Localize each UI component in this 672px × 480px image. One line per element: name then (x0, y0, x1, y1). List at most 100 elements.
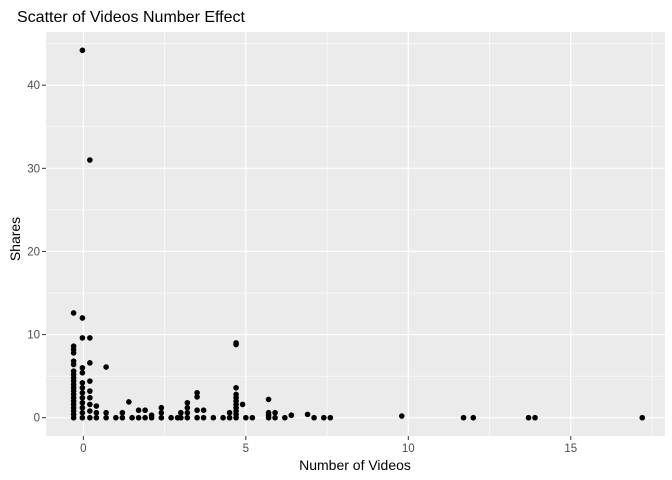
data-point (142, 407, 148, 414)
data-point (265, 396, 272, 403)
data-point (178, 409, 184, 416)
data-point (79, 399, 86, 406)
data-point (233, 414, 239, 421)
data-point (184, 404, 191, 411)
data-point (79, 409, 86, 416)
data-point (226, 414, 233, 421)
data-point (126, 399, 132, 405)
data-point (70, 414, 77, 421)
data-point (79, 414, 86, 421)
x-tick-label: 10 (402, 443, 415, 455)
data-point (184, 399, 191, 406)
data-point (87, 408, 93, 414)
y-tick-label: 20 (27, 246, 40, 258)
data-point (272, 414, 278, 421)
data-point (87, 388, 93, 394)
y-tick-label: 30 (27, 163, 40, 175)
data-point (119, 414, 126, 421)
data-point (194, 407, 200, 414)
data-point (103, 364, 109, 370)
data-point (79, 389, 86, 396)
data-point (87, 378, 93, 384)
data-point (194, 394, 200, 400)
data-point (79, 379, 86, 386)
data-point (93, 414, 100, 421)
x-tick-label: 15 (564, 443, 577, 455)
data-point (311, 414, 317, 421)
data-point (158, 409, 165, 416)
data-point (194, 389, 200, 396)
data-point (184, 409, 191, 416)
data-point (220, 414, 226, 421)
data-point (79, 365, 86, 371)
data-point (168, 414, 174, 421)
data-point (321, 414, 327, 421)
data-point (93, 403, 100, 409)
data-point (70, 350, 77, 356)
axes: 0 5 10 15 0 10 20 30 40 (27, 80, 577, 455)
data-point (239, 401, 246, 408)
data-point (184, 414, 191, 421)
x-tick-label: 5 (243, 443, 249, 455)
data-point (460, 414, 467, 421)
data-point (243, 414, 249, 421)
data-point (194, 414, 200, 421)
chart-title: Scatter of Videos Number Effect (17, 9, 246, 26)
data-point (265, 414, 272, 421)
y-tick-label: 10 (27, 330, 40, 342)
data-point (470, 414, 477, 421)
data-point (288, 412, 295, 419)
data-point (79, 47, 86, 54)
data-point (129, 414, 135, 421)
data-point (79, 384, 86, 391)
data-point (249, 414, 256, 421)
data-point (210, 414, 217, 421)
data-point (178, 414, 184, 421)
data-point (103, 409, 109, 416)
data-point (226, 409, 233, 416)
data-point (158, 414, 165, 421)
data-point (158, 404, 165, 411)
data-point (148, 414, 155, 421)
data-point (272, 409, 278, 416)
x-axis-title: Number of Videos (299, 457, 411, 473)
data-point (525, 414, 532, 421)
data-point (87, 401, 93, 408)
data-point (93, 409, 100, 416)
y-tick-label: 40 (27, 80, 40, 92)
data-point (200, 414, 207, 421)
data-point (70, 310, 77, 316)
data-point (103, 414, 109, 421)
data-point (135, 407, 142, 414)
data-point (87, 157, 93, 163)
data-point (233, 341, 239, 348)
data-point (87, 414, 93, 421)
data-point (79, 370, 86, 376)
data-point (87, 360, 93, 366)
data-point (639, 414, 646, 421)
data-point (79, 404, 86, 411)
data-point (327, 414, 334, 421)
data-point (87, 335, 93, 341)
minor-gridlines (46, 32, 665, 436)
data-point (200, 407, 207, 414)
data-point (70, 361, 77, 368)
data-point (135, 414, 142, 421)
data-point (233, 384, 239, 391)
data-point (113, 414, 119, 421)
data-point (119, 409, 126, 416)
data-point (399, 413, 405, 419)
data-point (282, 414, 288, 421)
y-tick-label: 0 (34, 413, 40, 425)
data-point (79, 394, 86, 401)
data-point (79, 335, 86, 341)
data-point (304, 411, 311, 418)
data-point (532, 414, 538, 421)
y-axis-title: Shares (7, 217, 23, 261)
data-point (79, 315, 86, 321)
data-point (87, 394, 93, 401)
data-points (70, 47, 646, 421)
x-tick-label: 0 (80, 443, 86, 455)
plot-panel (46, 32, 665, 436)
